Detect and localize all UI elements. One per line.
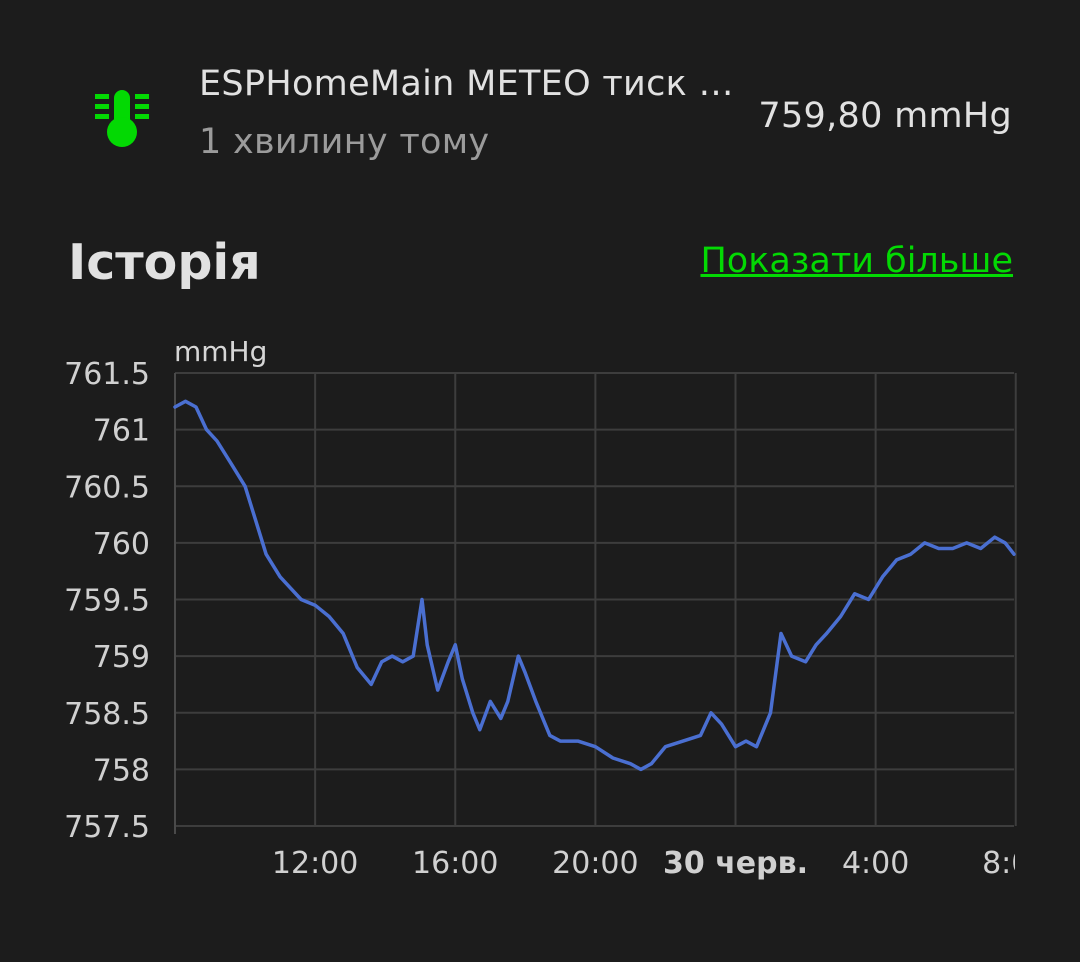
y-axis-unit: mmHg: [174, 335, 267, 368]
chart-grid: [174, 372, 1017, 834]
y-tick-label: 760.5: [64, 470, 150, 505]
series-line: [173, 399, 1016, 772]
x-tick-label: 20:00: [552, 846, 638, 881]
history-heading: Історія: [68, 234, 261, 291]
y-tick-label: 761: [93, 414, 150, 449]
y-tick-label: 758.5: [64, 697, 150, 732]
x-tick-label: 8:00: [982, 846, 1049, 881]
entity-name: ESPHomeMain METEO тиск …: [199, 64, 734, 104]
x-tick-label: 30 черв.: [663, 846, 808, 881]
y-tick-label: 759.5: [64, 584, 150, 619]
thermometer-lines-icon: [92, 88, 152, 150]
history-chart[interactable]: 761.5 761 760.5 760 759.5 759 758.5 758 757.5 12…: [0, 320, 1080, 920]
entity-row[interactable]: ESPHomeMain METEO тиск … 1 хвилину тому …: [0, 0, 1080, 190]
x-tick-label: 16:00: [412, 846, 498, 881]
y-tick-label: 760: [93, 527, 150, 562]
x-tick-label: 12:00: [272, 846, 358, 881]
y-tick-label: 759: [93, 640, 150, 675]
y-tick-label: 758: [93, 753, 150, 788]
y-axis-ticks: 761.5 761 760.5 760 759.5 759 758.5 758 757.5: [64, 357, 150, 845]
series-group: [173, 399, 1016, 772]
last-changed-time: 1 хвилину тому: [199, 122, 490, 162]
x-axis-ticks: 12:00 16:00 20:00 30 черв. 4:00 8:00: [272, 846, 1049, 881]
x-tick-label: 4:00: [842, 846, 909, 881]
entity-state-value: 759,80 mmHg: [758, 96, 1012, 136]
y-tick-label: 757.5: [64, 810, 150, 845]
y-tick-label: 761.5: [64, 357, 150, 392]
show-more-link[interactable]: Показати більше: [700, 241, 1013, 281]
